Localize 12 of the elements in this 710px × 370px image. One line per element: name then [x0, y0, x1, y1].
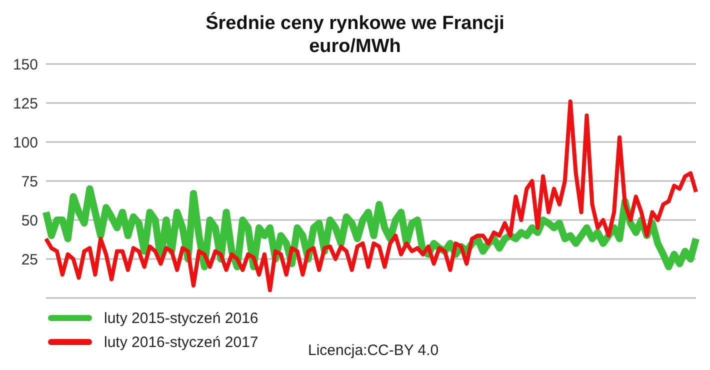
y-tick-label: 75 [21, 173, 38, 190]
y-tick-label: 150 [12, 56, 38, 74]
y-tick-label: 25 [21, 251, 38, 268]
chart-title: Średnie ceny rynkowe we Francji [204, 12, 506, 35]
text: Licencja:CC-BY 4.0 [308, 342, 439, 359]
y-tick-label: 100 [12, 134, 38, 152]
chart-subtitle: euro/MWh [308, 35, 402, 58]
legend-label: luty 2015-styczeń 2016 [104, 310, 258, 326]
y-tick-label: 50 [21, 212, 38, 230]
legend-label: luty 2016-styczeń 2017 [104, 334, 258, 350]
y-tick-label: 125 [12, 95, 38, 112]
line-series [44, 99, 698, 292]
